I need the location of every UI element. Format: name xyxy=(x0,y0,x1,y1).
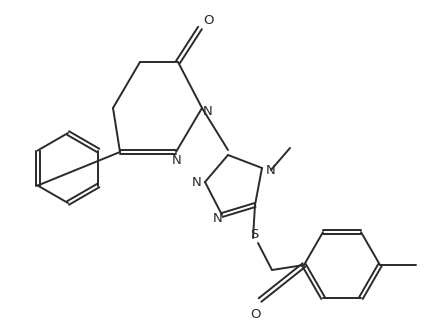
Text: N: N xyxy=(203,105,213,118)
Text: N: N xyxy=(213,211,223,224)
Text: O: O xyxy=(203,13,213,26)
Text: S: S xyxy=(250,228,258,241)
Text: N: N xyxy=(192,175,202,188)
Text: N: N xyxy=(266,164,276,176)
Text: N: N xyxy=(172,154,182,167)
Text: O: O xyxy=(250,308,260,321)
